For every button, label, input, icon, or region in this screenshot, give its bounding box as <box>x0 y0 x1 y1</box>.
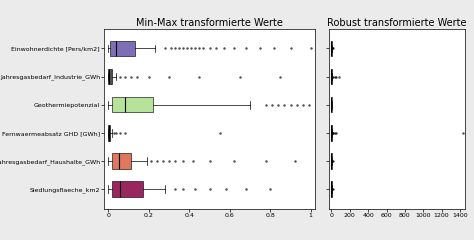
PathPatch shape <box>112 97 153 113</box>
Title: Min-Max transformierte Werte: Min-Max transformierte Werte <box>136 18 283 28</box>
PathPatch shape <box>112 153 131 169</box>
PathPatch shape <box>112 181 143 197</box>
PathPatch shape <box>109 125 110 141</box>
PathPatch shape <box>110 41 135 56</box>
PathPatch shape <box>109 69 112 84</box>
Title: Robust transformierte Werte: Robust transformierte Werte <box>327 18 466 28</box>
